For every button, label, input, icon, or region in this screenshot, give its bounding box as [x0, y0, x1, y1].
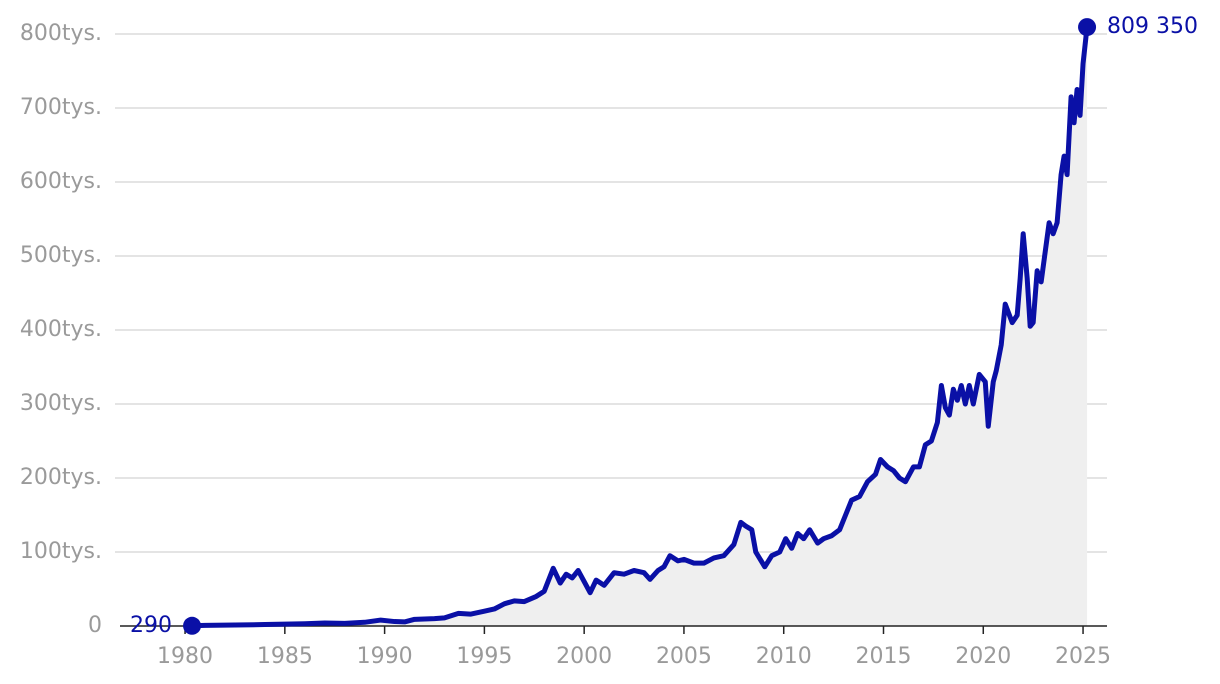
- y-tick-label: 0: [88, 613, 102, 638]
- x-tick-label: 2010: [756, 644, 812, 669]
- x-tick-label: 2015: [855, 644, 911, 669]
- end-point: [183, 616, 202, 635]
- x-tick-label: 2025: [1055, 644, 1111, 669]
- x-tick-label: 1980: [157, 644, 213, 669]
- y-tick-label: 300tys.: [20, 391, 102, 416]
- x-tick-label: 2005: [656, 644, 712, 669]
- area: [192, 27, 1088, 626]
- y-tick-label: 800tys.: [20, 21, 102, 46]
- x-tick-label: 1990: [357, 644, 413, 669]
- y-tick-label: 400tys.: [20, 317, 102, 342]
- end-point: [1078, 18, 1097, 37]
- y-tick-label: 600tys.: [20, 169, 102, 194]
- line: [189, 24, 1090, 629]
- x-tick-label: 2020: [955, 644, 1011, 669]
- value-label: 290: [130, 613, 172, 638]
- y-tick-label: 500tys.: [20, 243, 102, 268]
- x-tick-label: 2000: [556, 644, 612, 669]
- y-tick-label: 200tys.: [20, 465, 102, 490]
- x-tick-label: 1985: [257, 644, 313, 669]
- value-label: 809 350: [1107, 14, 1198, 39]
- y-tick-label: 700tys.: [20, 95, 102, 120]
- x-tick-label: 1995: [456, 644, 512, 669]
- y-tick-label: 100tys.: [20, 539, 102, 564]
